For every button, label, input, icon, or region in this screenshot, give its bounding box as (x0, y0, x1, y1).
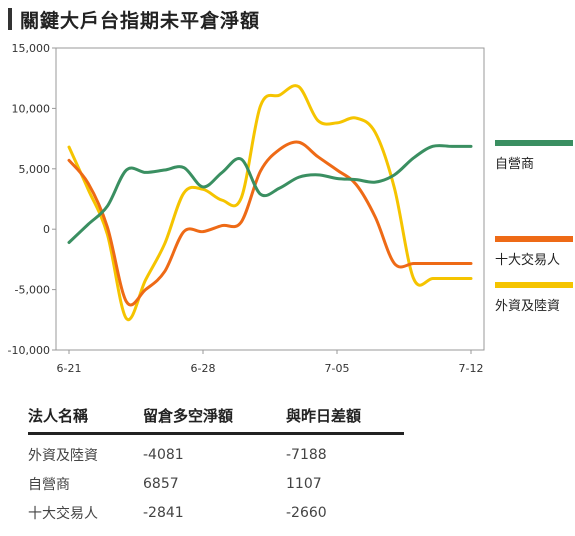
legend-entry-top10: 十大交易人 (495, 236, 575, 268)
x-tick-label: 6-21 (57, 362, 82, 375)
row-diff: -2660 (286, 504, 327, 521)
plot-frame (55, 47, 485, 351)
y-tick-label: -10,000 (8, 344, 50, 357)
table-row: 自營商 6857 1107 (28, 469, 404, 498)
x-tick-label: 7-12 (459, 362, 484, 375)
row-diff: 1107 (286, 475, 322, 492)
legend-entry-foreign: 外資及陸資 (495, 282, 575, 314)
row-name: 自營商 (28, 476, 70, 493)
y-tick-label: -5,000 (15, 284, 50, 297)
header-diff: 與昨日差額 (286, 407, 362, 425)
summary-table: 法人名稱 留倉多空淨額 與昨日差額 外資及陸資 -4081 -7188 自營商 … (28, 405, 404, 527)
legend-swatch-dealers (495, 140, 573, 146)
x-tick-label: 6-28 (191, 362, 216, 375)
legend-swatch-top10 (495, 236, 573, 242)
page-title: 關鍵大戶台指期未平倉淨額 (8, 6, 260, 32)
legend-label-foreign: 外資及陸資 (495, 299, 561, 314)
legend-swatch-foreign (495, 282, 573, 288)
legend-label-top10: 十大交易人 (495, 253, 561, 268)
table-row: 十大交易人 -2841 -2660 (28, 498, 404, 527)
series-line-2 (67, 84, 473, 322)
row-net: 6857 (143, 475, 179, 492)
series-line-1 (67, 140, 473, 307)
line-chart: 15,000 10,000 5,000 0 -5,000 -10,000 6-21 6-28… (8, 42, 485, 375)
summary-header-row: 法人名稱 留倉多空淨額 與昨日差額 (28, 405, 404, 434)
y-tick-label: 15,000 (12, 42, 51, 55)
series-lines (67, 84, 473, 322)
series-line-0 (67, 144, 473, 244)
page-title-text: 關鍵大戶台指期未平倉淨額 (20, 9, 261, 32)
row-net: -2841 (143, 504, 184, 521)
y-tick-label: 0 (43, 223, 50, 236)
row-name: 外資及陸資 (28, 447, 98, 464)
x-tick-label: 7-05 (325, 362, 350, 375)
header-net: 留倉多空淨額 (143, 407, 234, 425)
y-tick-label: 5,000 (19, 163, 51, 176)
row-name: 十大交易人 (28, 505, 98, 522)
legend-entry-dealers: 自營商 (495, 140, 575, 172)
table-row: 外資及陸資 -4081 -7188 (28, 434, 404, 470)
row-net: -4081 (143, 446, 184, 463)
y-axis: 15,000 10,000 5,000 0 -5,000 -10,000 (8, 42, 56, 357)
title-marker (8, 8, 12, 30)
row-diff: -7188 (286, 446, 327, 463)
legend-label-dealers: 自營商 (495, 157, 535, 172)
y-tick-label: 10,000 (12, 102, 51, 115)
x-axis: 6-21 6-28 7-05 7-12 (57, 350, 484, 375)
header-name: 法人名稱 (28, 407, 89, 425)
plot-border (55, 47, 485, 351)
